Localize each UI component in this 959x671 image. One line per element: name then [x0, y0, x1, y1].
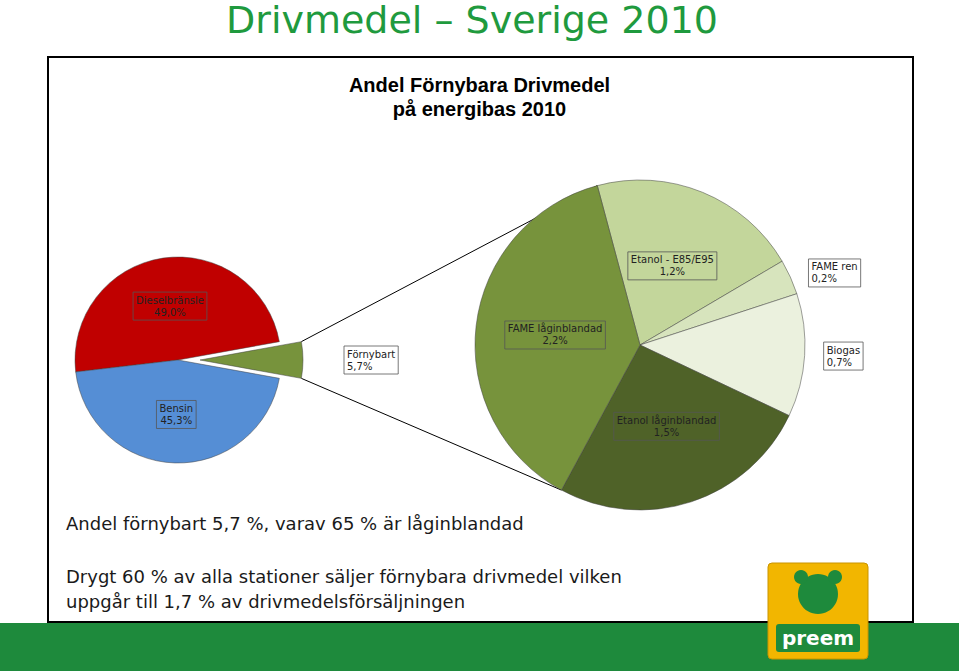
- svg-text:1,2%: 1,2%: [660, 266, 685, 277]
- svg-text:preem: preem: [782, 626, 854, 650]
- svg-text:Drygt 60 % av alla stationer s: Drygt 60 % av alla stationer säljer förn…: [66, 566, 622, 587]
- svg-text:Etanol låginblandad: Etanol låginblandad: [617, 414, 717, 426]
- svg-text:uppgår till 1,7 % av drivmedel: uppgår till 1,7 % av drivmedelsförsäljni…: [66, 591, 465, 612]
- svg-text:0,2%: 0,2%: [811, 273, 836, 284]
- svg-text:1,5%: 1,5%: [654, 427, 679, 438]
- svg-text:Bensin: Bensin: [159, 403, 193, 414]
- svg-text:Dieselbränsle: Dieselbränsle: [136, 295, 204, 306]
- svg-text:Andel förnybart 5,7 %, varav 6: Andel förnybart 5,7 %, varav 65 % är låg…: [66, 513, 524, 534]
- svg-text:Förnybart: Förnybart: [347, 349, 395, 360]
- svg-text:på energibas 2010: på energibas 2010: [393, 98, 566, 120]
- svg-text:45,3%: 45,3%: [160, 415, 192, 426]
- svg-text:FAME låginblandad: FAME låginblandad: [508, 322, 603, 334]
- svg-text:Drivmedel – Sverige 2010: Drivmedel – Sverige 2010: [226, 0, 718, 42]
- svg-text:Etanol - E85/E95: Etanol - E85/E95: [631, 254, 714, 265]
- svg-text:Biogas: Biogas: [827, 345, 860, 356]
- svg-text:2,2%: 2,2%: [542, 335, 567, 346]
- svg-text:0,7%: 0,7%: [827, 357, 852, 368]
- svg-text:FAME ren: FAME ren: [811, 261, 857, 272]
- svg-text:5,7%: 5,7%: [347, 361, 372, 372]
- svg-text:49,0%: 49,0%: [154, 307, 186, 318]
- svg-text:Andel Förnybara Drivmedel: Andel Förnybara Drivmedel: [349, 74, 610, 96]
